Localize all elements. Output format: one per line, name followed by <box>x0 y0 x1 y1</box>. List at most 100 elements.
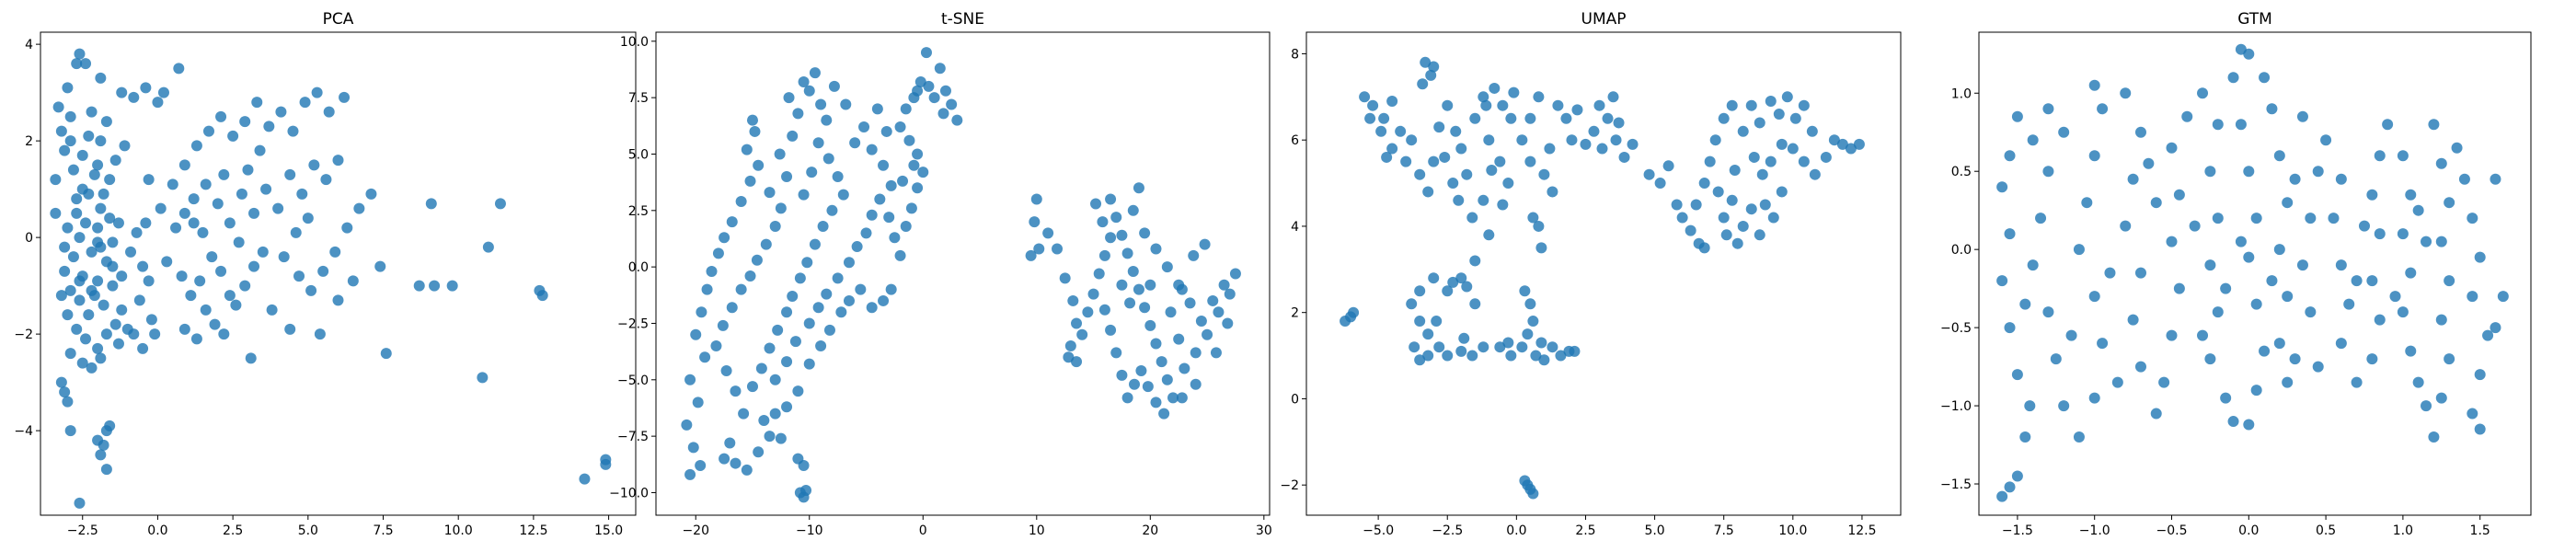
gtm-x-tick-label: −1.5 <box>2002 523 2033 538</box>
tsne-point <box>1158 408 1170 420</box>
umap-title: UMAP <box>1581 10 1627 29</box>
pca-point <box>95 449 107 461</box>
tsne-point <box>937 108 949 120</box>
tsne-point <box>792 385 804 397</box>
pca-point <box>109 155 121 167</box>
pca-point <box>212 198 224 210</box>
gtm-point <box>2389 291 2401 303</box>
tsne-point <box>726 302 738 314</box>
gtm-point <box>2435 236 2447 247</box>
tsne-point <box>1121 392 1133 404</box>
umap-point <box>1522 328 1534 340</box>
gtm-point <box>2397 150 2409 162</box>
gtm-point <box>2042 306 2054 318</box>
tsne-point <box>710 340 722 351</box>
pca-point <box>425 198 437 210</box>
gtm-point <box>2421 400 2432 412</box>
pca-point <box>314 328 326 340</box>
umap-point <box>1698 242 1710 254</box>
pca-point <box>100 464 112 476</box>
umap-point <box>1737 125 1749 137</box>
pca-point <box>50 174 62 186</box>
gtm-point <box>2097 103 2109 115</box>
gtm-point <box>2212 306 2224 318</box>
tsne-point <box>878 294 890 306</box>
pca-point <box>536 290 548 302</box>
pca-point <box>137 260 149 272</box>
pca-point <box>128 91 140 103</box>
umap-point <box>1709 134 1721 146</box>
pca-point <box>374 260 386 272</box>
umap-point <box>1524 112 1536 124</box>
gtm-point <box>2467 408 2478 420</box>
gtm-point <box>2289 353 2301 365</box>
tsne-point <box>1224 288 1236 300</box>
gtm-point <box>2335 259 2347 271</box>
tsne-point <box>774 148 786 160</box>
gtm-point <box>2120 220 2132 232</box>
tsne-point <box>1033 243 1045 255</box>
umap-point <box>1555 350 1567 362</box>
tsne-point <box>1116 369 1128 381</box>
tsne-point <box>894 121 906 133</box>
pca-x-tick-label: 2.5 <box>223 523 243 538</box>
tsne-point <box>878 159 890 171</box>
pca-point <box>95 202 107 214</box>
umap-point <box>1836 138 1848 150</box>
umap-point <box>1530 350 1542 362</box>
umap-point <box>1798 99 1810 111</box>
umap-point <box>1765 96 1777 107</box>
umap-point <box>1748 151 1760 163</box>
umap-point <box>1720 229 1732 241</box>
tsne-points <box>681 47 1241 503</box>
tsne-point <box>1184 297 1196 309</box>
tsne-point <box>699 351 711 363</box>
tsne-point <box>744 175 756 187</box>
pca-x-tick-label: 5.0 <box>298 523 318 538</box>
pca-point <box>185 290 197 302</box>
pca-axes-frame <box>40 31 637 516</box>
umap-point <box>1497 99 1509 111</box>
gtm-point <box>2374 150 2386 162</box>
umap-x-tick-label: 5.0 <box>1644 523 1664 538</box>
tsne-point <box>751 254 763 266</box>
umap-point <box>1428 61 1440 73</box>
tsne-point <box>1144 319 1156 331</box>
pca-point <box>167 178 178 190</box>
umap-point <box>1726 99 1738 111</box>
umap-point <box>1414 354 1426 366</box>
tsne-point <box>701 283 713 295</box>
gtm-point <box>2328 213 2340 224</box>
pca-point <box>80 333 92 345</box>
umap-point <box>1538 168 1550 180</box>
pca-point <box>209 318 221 330</box>
gtm-point <box>2134 126 2146 138</box>
tsne-point <box>1052 243 1064 255</box>
umap-x-tick-label: 0.0 <box>1506 523 1526 538</box>
umap-point <box>1698 178 1710 190</box>
umap-point <box>1422 350 1434 362</box>
tsne-point <box>812 302 824 314</box>
umap-point <box>1458 332 1470 344</box>
gtm-point <box>2035 213 2047 224</box>
umap-point <box>1613 117 1625 129</box>
gtm-point <box>2111 376 2123 388</box>
umap-point <box>1428 155 1440 167</box>
umap-point <box>1593 99 1605 111</box>
umap-point <box>1505 350 1517 362</box>
tsne-point <box>840 98 852 110</box>
pca-point <box>145 314 157 326</box>
tsne-x-tick-label: 0 <box>919 523 927 538</box>
pca-point <box>215 265 227 277</box>
tsne-point <box>1110 347 1122 359</box>
tsne-point <box>798 189 810 201</box>
gtm-point <box>2266 275 2278 287</box>
tsne-x-tick-label: 30 <box>1256 523 1272 538</box>
pca-point <box>131 226 143 238</box>
gtm-point <box>2197 87 2209 99</box>
tsne-point <box>1135 364 1147 376</box>
tsne-point <box>912 182 924 194</box>
tsne-point <box>755 362 767 374</box>
tsne-y-tick-label: 10.0 <box>620 35 649 50</box>
tsne-point <box>871 103 883 115</box>
